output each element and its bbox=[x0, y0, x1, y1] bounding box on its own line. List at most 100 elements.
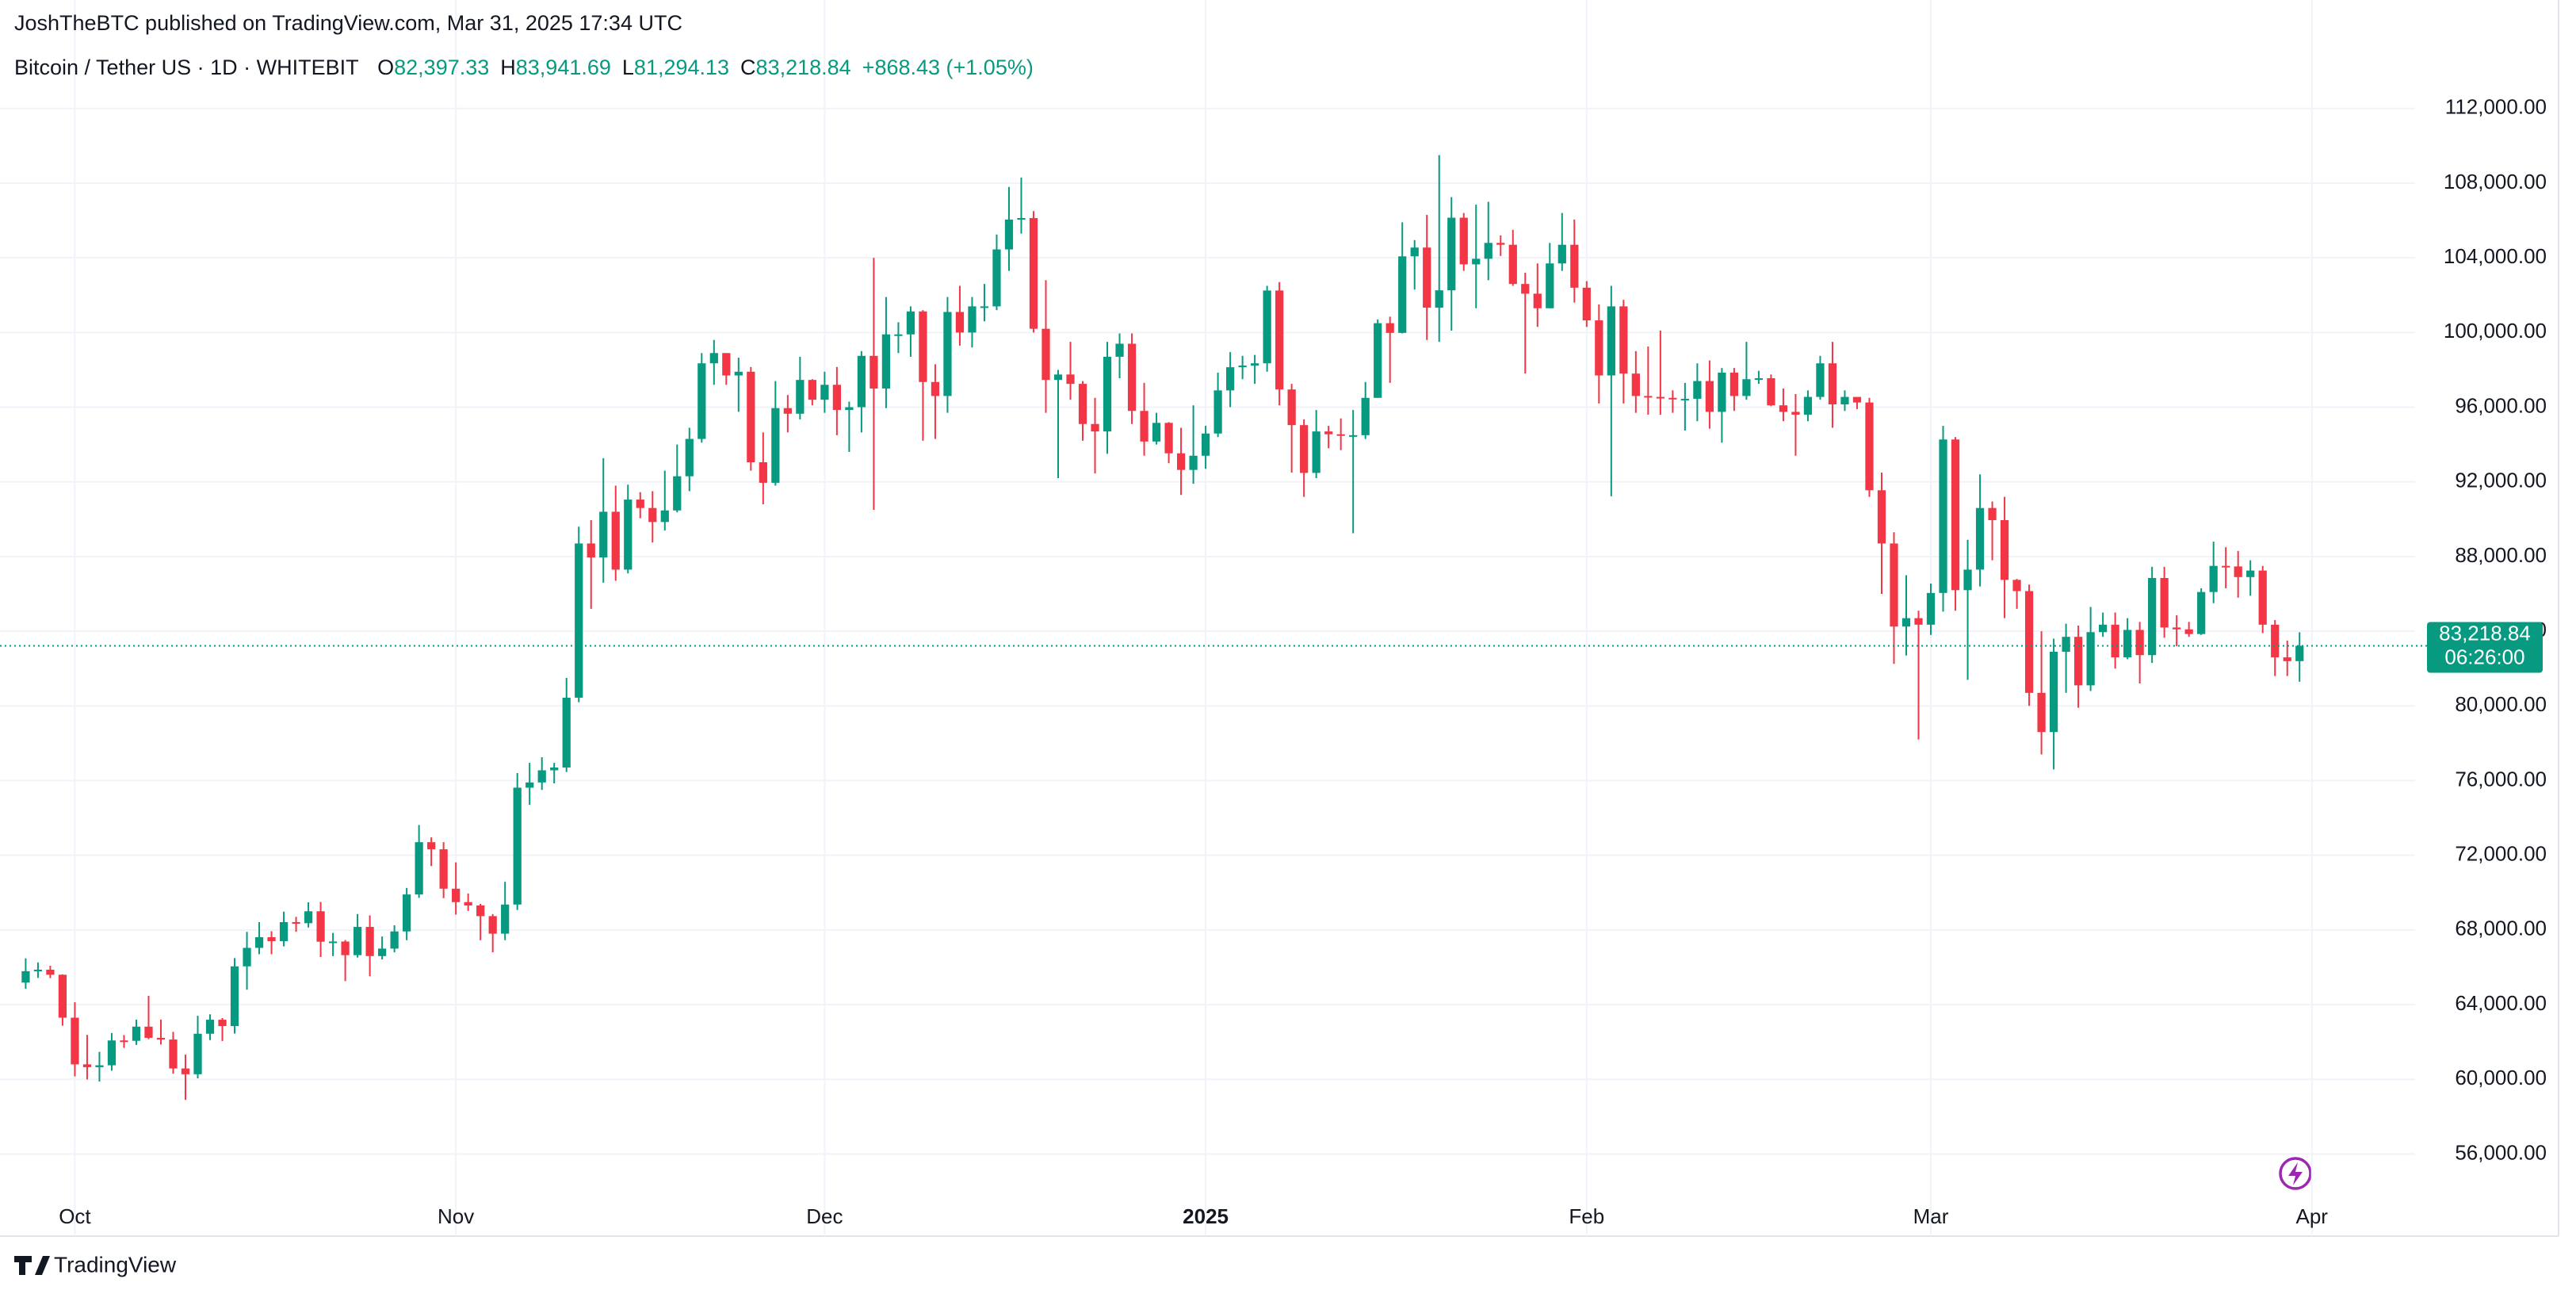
candle-body bbox=[2173, 627, 2181, 630]
ohlc-value: 82,397.33 bbox=[394, 56, 490, 79]
tradingview-logo[interactable]: TradingView bbox=[14, 1252, 177, 1277]
candle-body bbox=[1975, 507, 1985, 570]
candles bbox=[21, 155, 2304, 1101]
candle-body bbox=[218, 1020, 227, 1027]
candle-body bbox=[1410, 247, 1419, 257]
candle-body bbox=[1729, 372, 1739, 396]
candle-body bbox=[2148, 577, 2157, 656]
candle-body bbox=[33, 969, 43, 971]
candle-body bbox=[1435, 290, 1443, 308]
candle-body bbox=[1176, 453, 1186, 470]
candle-body bbox=[919, 311, 927, 382]
candle-body bbox=[2222, 565, 2230, 568]
candle-body bbox=[906, 311, 915, 335]
candle-body bbox=[1631, 373, 1640, 396]
candle-body bbox=[1718, 372, 1726, 412]
candle-body bbox=[1988, 507, 1997, 520]
candle-body bbox=[1767, 378, 1775, 406]
candle-body bbox=[1251, 363, 1259, 366]
candle-body bbox=[1238, 366, 1247, 368]
candle-body bbox=[1385, 323, 1394, 333]
x-tick-label: 2025 bbox=[1183, 1204, 1229, 1228]
candle-body bbox=[144, 1026, 153, 1038]
candle-body bbox=[353, 927, 362, 955]
candle-body bbox=[1103, 356, 1112, 432]
candle-body bbox=[501, 904, 510, 934]
candle-body bbox=[1508, 244, 1517, 285]
candle-body bbox=[1189, 455, 1198, 470]
x-tick-label: Apr bbox=[2296, 1204, 2329, 1228]
candle-body bbox=[562, 697, 571, 768]
candle-body bbox=[575, 543, 583, 698]
candle-body bbox=[1828, 363, 1837, 405]
candle-body bbox=[1374, 323, 1382, 398]
candle-body bbox=[992, 249, 1001, 307]
candle-body bbox=[1877, 490, 1886, 544]
candle-body bbox=[2086, 632, 2095, 686]
candle-body bbox=[1570, 244, 1579, 288]
publish-info: JoshTheBTC published on TradingView.com,… bbox=[14, 11, 682, 35]
candle-body bbox=[1816, 363, 1825, 397]
ohlc-key: O bbox=[377, 56, 395, 79]
x-tick-label: Mar bbox=[1913, 1204, 1949, 1228]
candle-body bbox=[1263, 290, 1271, 364]
candle-body bbox=[1078, 384, 1087, 424]
candle-body bbox=[254, 937, 264, 948]
y-tick-label: 88,000.00 bbox=[2455, 543, 2547, 567]
candle-body bbox=[2073, 637, 2083, 686]
candle-body bbox=[2024, 591, 2034, 693]
y-tick-label: 80,000.00 bbox=[2455, 692, 2547, 716]
candle-body bbox=[2099, 624, 2108, 633]
candle-body bbox=[796, 380, 805, 414]
grid bbox=[0, 0, 2415, 1236]
candle-body bbox=[1287, 389, 1296, 426]
ohlc-value: 83,941.69 bbox=[515, 56, 611, 79]
symbol[interactable]: Bitcoin / Tether US · 1D · WHITEBIT bbox=[14, 56, 359, 79]
y-tick-label: 64,000.00 bbox=[2455, 991, 2547, 1015]
candle-body bbox=[1361, 397, 1370, 435]
candle-body bbox=[783, 408, 792, 414]
candle-body bbox=[1914, 618, 1923, 625]
candle-body bbox=[193, 1033, 202, 1074]
candle-body bbox=[1865, 402, 1874, 491]
candle-body bbox=[1680, 398, 1689, 400]
candle-body bbox=[1890, 543, 1898, 627]
candle-body bbox=[476, 905, 485, 917]
alert-icon[interactable] bbox=[2279, 1157, 2312, 1190]
candle-body bbox=[1607, 306, 1615, 376]
candle-body bbox=[722, 353, 731, 376]
candle-body bbox=[943, 312, 952, 396]
candle-body bbox=[82, 1064, 92, 1067]
candle-body bbox=[2037, 692, 2046, 733]
change: +868.43 (+1.05%) bbox=[862, 56, 1034, 79]
candle-body bbox=[1459, 217, 1468, 265]
y-tick-label: 96,000.00 bbox=[2455, 393, 2547, 417]
candle-body bbox=[2295, 645, 2304, 661]
candle-body bbox=[1472, 258, 1481, 265]
ohlc-key: H bbox=[500, 56, 516, 79]
candle-body bbox=[1557, 244, 1566, 264]
candle-body bbox=[808, 380, 816, 400]
y-tick-label: 104,000.00 bbox=[2444, 244, 2547, 268]
candle-body bbox=[1029, 218, 1038, 329]
candle-body bbox=[2000, 519, 2009, 580]
candle-body bbox=[1140, 411, 1148, 442]
candle-body bbox=[58, 974, 67, 1018]
candle-body bbox=[21, 970, 30, 983]
candle-body bbox=[377, 948, 387, 956]
candle-body bbox=[636, 500, 644, 508]
ohlc-item: L81,294.13 bbox=[622, 56, 729, 79]
candle-body bbox=[698, 363, 706, 439]
y-tick-label: 60,000.00 bbox=[2455, 1066, 2547, 1089]
candle-body bbox=[1619, 306, 1628, 374]
candle-body bbox=[624, 500, 633, 570]
candle-body bbox=[1533, 293, 1542, 308]
y-tick-label: 76,000.00 bbox=[2455, 767, 2547, 791]
candle-body bbox=[181, 1068, 190, 1074]
candle-body bbox=[931, 381, 940, 396]
candle-body bbox=[2197, 591, 2206, 634]
candle-body bbox=[1939, 439, 1947, 593]
candle-body bbox=[205, 1020, 215, 1034]
ohlc-key: C bbox=[740, 56, 756, 79]
candle-body bbox=[415, 842, 423, 895]
